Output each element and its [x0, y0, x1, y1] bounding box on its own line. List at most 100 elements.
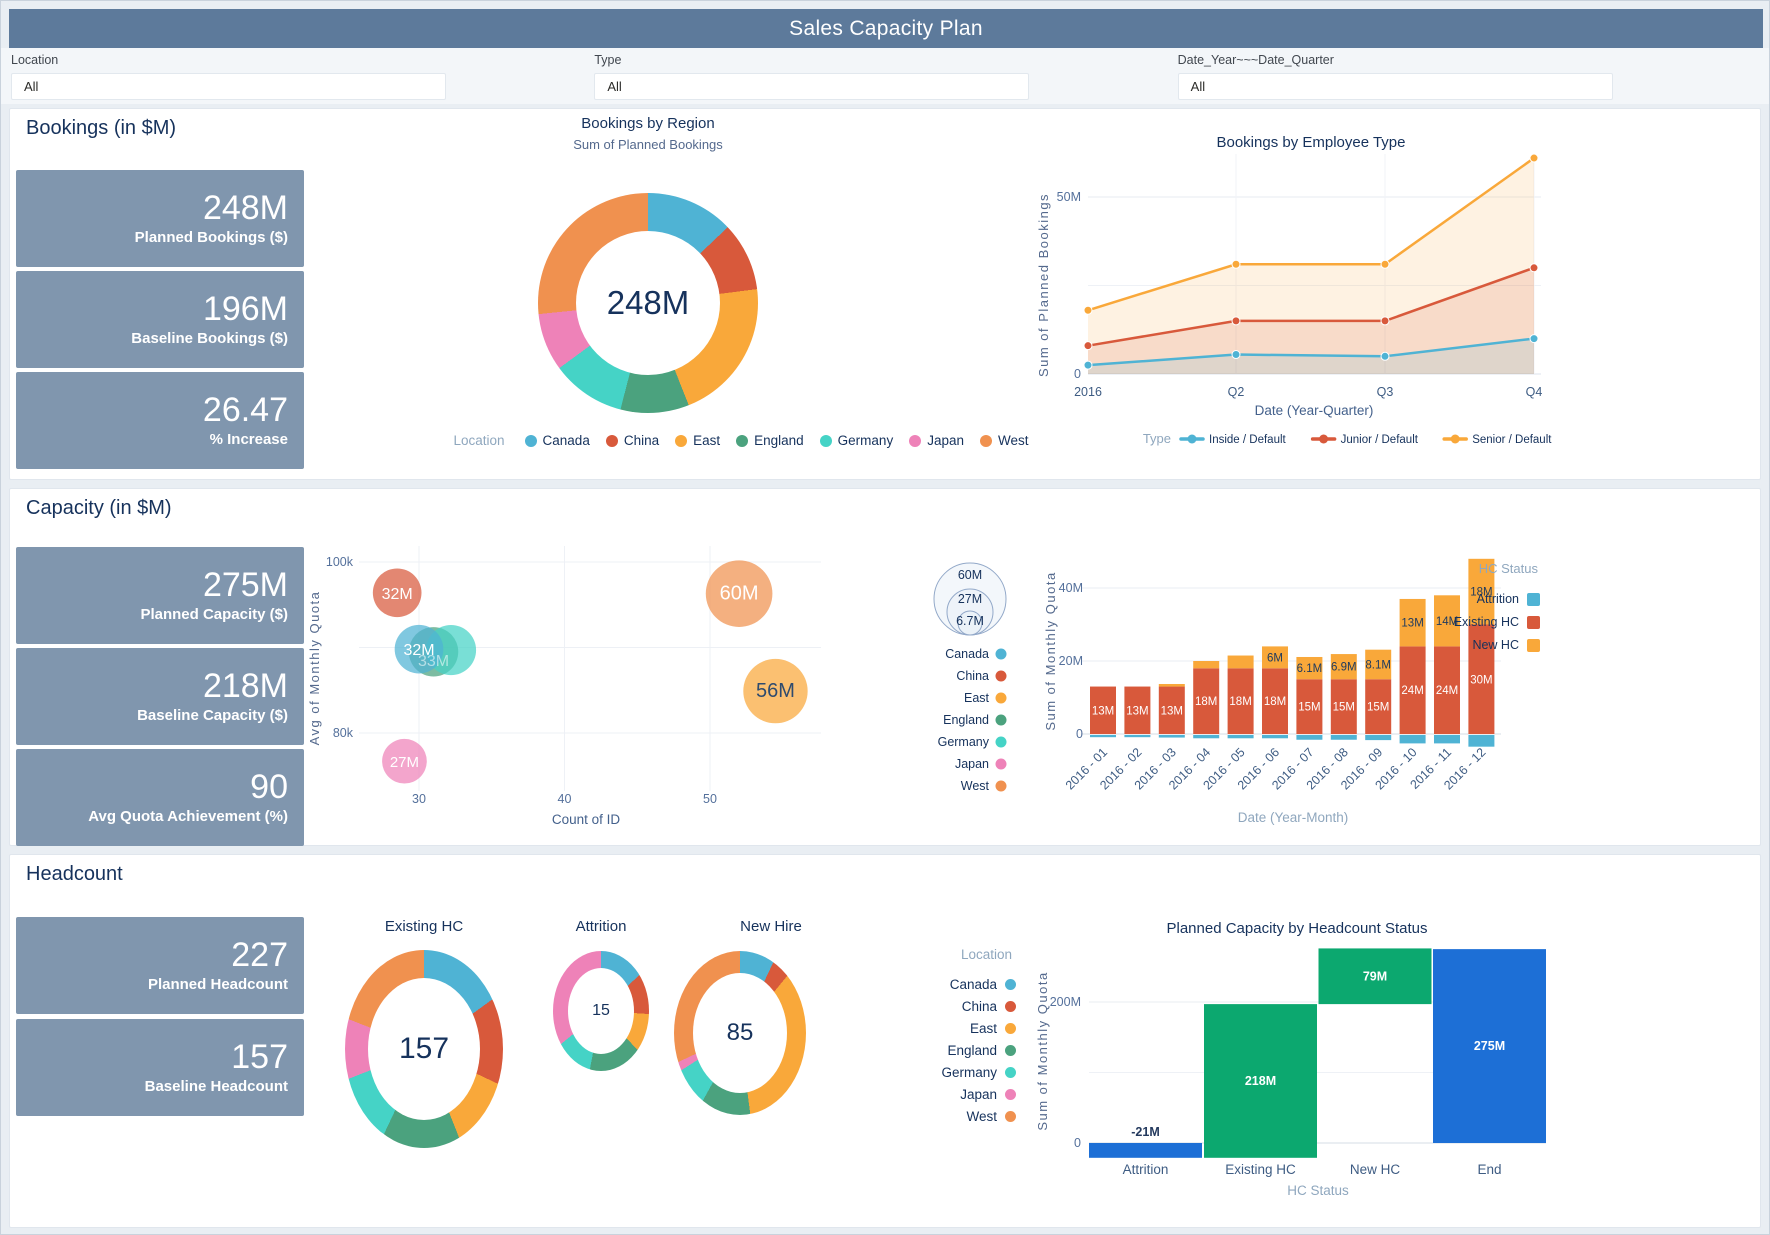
svg-text:15M: 15M — [1333, 702, 1355, 714]
donut-center-value: 157 — [398, 1032, 450, 1065]
legend-label: Germany — [837, 433, 894, 448]
svg-text:Canada: Canada — [945, 647, 989, 661]
legend-item-east[interactable]: East — [881, 1017, 1016, 1039]
filter-bar: Location All Type All Date_Year~~~Date_Q… — [11, 53, 1761, 100]
legend-item-china[interactable]: China — [881, 995, 1016, 1017]
legend-dot — [1005, 1044, 1016, 1056]
svg-text:Q2: Q2 — [1228, 385, 1245, 399]
type-filter-input[interactable]: All — [594, 73, 1030, 100]
svg-text:East: East — [964, 691, 990, 705]
region-donut-title: Bookings by Region — [581, 115, 715, 132]
legend-dot — [909, 434, 922, 447]
bookings-section: Bookings (in $M) 248M Planned Bookings (… — [9, 108, 1761, 480]
filter-location-label: Location — [11, 53, 59, 67]
kpi-planned-headcount[interactable]: 227 Planned Headcount — [16, 917, 304, 1014]
legend-item-england[interactable]: England — [736, 433, 804, 448]
filter-date: Date_Year~~~Date_Quarter All — [1177, 53, 1761, 100]
svg-text:6M: 6M — [1267, 652, 1283, 664]
planned-capacity-waterfall-chart[interactable]: Planned Capacity by Headcount Status -21M… — [1031, 903, 1591, 1213]
svg-text:HC Status: HC Status — [1479, 561, 1539, 576]
svg-text:Junior / Default: Junior / Default — [1341, 434, 1419, 446]
donut-center-value: 85 — [726, 1019, 754, 1046]
kpi-label: Baseline Bookings ($) — [131, 330, 288, 348]
bookings-section-title: Bookings (in $M) — [26, 117, 177, 139]
legend-dot — [524, 434, 537, 447]
legend-label: Japan — [927, 433, 964, 448]
svg-text:13M: 13M — [1126, 705, 1148, 717]
donut-hole — [693, 973, 787, 1093]
svg-text:Q4: Q4 — [1526, 385, 1543, 399]
filter-date-label: Date_Year~~~Date_Quarter — [1177, 53, 1334, 67]
kpi-baseline-bookings[interactable]: 196M Baseline Bookings ($) — [16, 271, 304, 368]
svg-text:Sum of Monthly Quota: Sum of Monthly Quota — [1043, 571, 1058, 730]
svg-text:Date (Year-Month): Date (Year-Month) — [1238, 810, 1349, 825]
region-donut-legend: Location Canada China East England Germany Jap… — [381, 433, 1101, 448]
legend-item-west[interactable]: West — [980, 433, 1029, 448]
kpi-planned-bookings[interactable]: 248M Planned Bookings ($) — [16, 170, 304, 267]
legend-dot — [1005, 1022, 1016, 1034]
legend-label: Germany — [941, 1064, 997, 1080]
legend-item-japan[interactable]: Japan — [909, 433, 964, 448]
legend-title: Location — [453, 433, 505, 448]
svg-text:Q3: Q3 — [1377, 385, 1394, 399]
kpi-planned-capacity[interactable]: 275M Planned Capacity ($) — [16, 547, 304, 644]
location-filter-value: All — [24, 79, 39, 94]
new-hire-donut[interactable]: 85 — [674, 951, 806, 1115]
attrition-donut[interactable]: 15 — [553, 951, 649, 1071]
svg-text:England: England — [943, 713, 989, 727]
donut-hole — [568, 968, 634, 1054]
svg-text:18M: 18M — [1264, 696, 1286, 708]
svg-text:20M: 20M — [1059, 654, 1083, 668]
svg-text:Count of ID: Count of ID — [552, 812, 621, 827]
legend-item-germany[interactable]: Germany — [881, 1061, 1016, 1083]
bookings-by-region-donut[interactable]: 248M — [538, 193, 758, 413]
svg-text:New HC: New HC — [1350, 1162, 1401, 1177]
legend-item-east[interactable]: East — [675, 433, 720, 448]
legend-item-canada[interactable]: Canada — [524, 433, 590, 448]
svg-text:Type: Type — [1143, 431, 1171, 446]
legend-item-china[interactable]: China — [605, 433, 659, 448]
svg-text:6.1M: 6.1M — [1297, 663, 1323, 675]
bookings-by-employee-type-chart[interactable]: Bookings by Employee Type 0 50M 2016 Q2 Q3 Q4 D… — [1031, 119, 1561, 454]
svg-text:Attrition: Attrition — [1477, 592, 1519, 606]
kpi-value: 90 — [250, 767, 288, 806]
existing-hc-donut[interactable]: 157 — [345, 950, 503, 1148]
kpi-baseline-headcount[interactable]: 157 Baseline Headcount — [16, 1019, 304, 1116]
date-filter-input[interactable]: All — [1177, 73, 1613, 100]
svg-text:33M: 33M — [418, 653, 449, 670]
svg-text:0: 0 — [1074, 1136, 1081, 1150]
kpi-percent-increase[interactable]: 26.47 % Increase — [16, 372, 304, 469]
type-filter-value: All — [607, 79, 622, 94]
svg-text:15M: 15M — [1367, 702, 1389, 714]
legend-item-west[interactable]: West — [881, 1105, 1016, 1127]
svg-text:30M: 30M — [1470, 674, 1492, 686]
kpi-avg-quota-achievement[interactable]: 90 Avg Quota Achievement (%) — [16, 749, 304, 846]
kpi-value: 248M — [202, 188, 288, 227]
svg-text:218M: 218M — [1245, 1074, 1276, 1088]
location-filter-input[interactable]: All — [11, 73, 446, 100]
legend-label: England — [754, 433, 804, 448]
svg-text:-21M: -21M — [1131, 1125, 1159, 1139]
capacity-section-title: Capacity (in $M) — [26, 497, 172, 519]
svg-text:79M: 79M — [1363, 969, 1387, 983]
kpi-label: Avg Quota Achievement (%) — [88, 808, 288, 826]
svg-text:Sum of Planned Bookings: Sum of Planned Bookings — [1036, 193, 1051, 377]
legend-item-canada[interactable]: Canada — [881, 973, 1016, 995]
kpi-label: Planned Bookings ($) — [134, 229, 288, 247]
legend-item-england[interactable]: England — [881, 1039, 1016, 1061]
legend-item-germany[interactable]: Germany — [819, 433, 894, 448]
kpi-baseline-capacity[interactable]: 218M Baseline Capacity ($) — [16, 648, 304, 745]
svg-text:Attrition: Attrition — [1123, 1162, 1169, 1177]
svg-text:New HC: New HC — [1472, 638, 1519, 652]
capacity-bubble-chart[interactable]: 80k 100k 30 40 50 Count of ID Avg of Monthly Q… — [301, 491, 1041, 836]
kpi-label: Planned Capacity ($) — [140, 606, 288, 624]
filter-type: Type All — [594, 53, 1177, 100]
donut-hole — [576, 231, 720, 375]
svg-text:60M: 60M — [958, 568, 982, 582]
legend-label: England — [947, 1042, 997, 1058]
svg-text:100k: 100k — [326, 555, 354, 569]
legend-item-japan[interactable]: Japan — [881, 1083, 1016, 1105]
svg-text:Bookings by Employee Type: Bookings by Employee Type — [1216, 134, 1405, 151]
